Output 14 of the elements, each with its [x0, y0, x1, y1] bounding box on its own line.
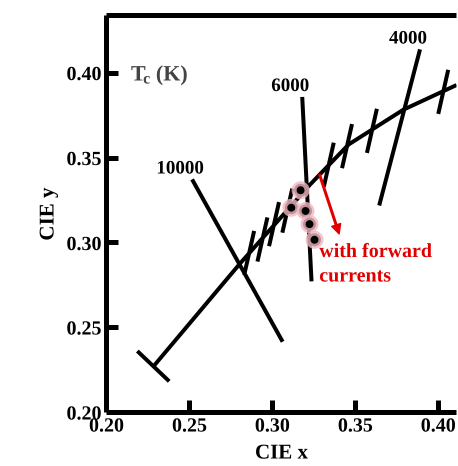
y-tick-label: 0.40 — [66, 63, 102, 86]
series-label: 4000 — [389, 27, 428, 48]
y-tick-label: 0.35 — [66, 148, 102, 170]
y-tick-label: 0.30 — [66, 232, 102, 255]
y-tick-label: 0.25 — [66, 318, 102, 340]
x-tick-label: 0.30 — [254, 414, 290, 436]
x-tick-label: 0.40 — [420, 414, 456, 436]
x-axis-title: CIE x — [254, 440, 309, 464]
annotation: with forward currents — [319, 240, 432, 286]
y-axis-title: CIE y — [34, 186, 58, 241]
x-tick-label: 0.25 — [172, 414, 207, 436]
x-tick-label: 0.35 — [338, 414, 373, 436]
series-label: 6000 — [271, 74, 310, 96]
series-label: 10000 — [156, 157, 204, 178]
